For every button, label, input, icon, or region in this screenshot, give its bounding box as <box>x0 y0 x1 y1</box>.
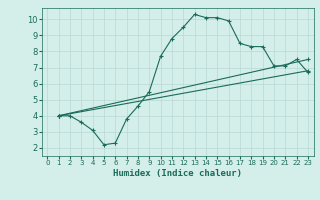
X-axis label: Humidex (Indice chaleur): Humidex (Indice chaleur) <box>113 169 242 178</box>
